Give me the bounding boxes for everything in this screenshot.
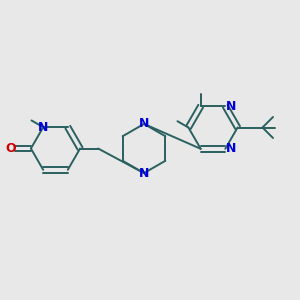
Text: N: N (139, 167, 149, 180)
Text: N: N (38, 121, 48, 134)
Text: N: N (139, 117, 149, 130)
Text: N: N (226, 100, 236, 113)
Text: N: N (226, 142, 236, 155)
Text: O: O (5, 142, 16, 155)
